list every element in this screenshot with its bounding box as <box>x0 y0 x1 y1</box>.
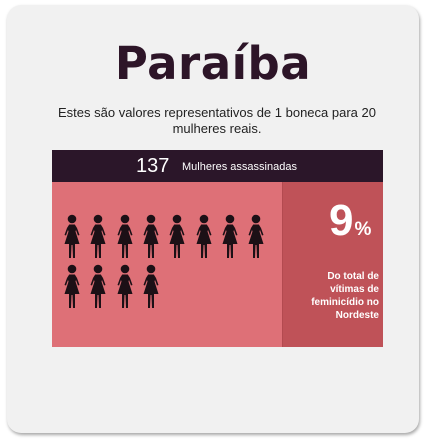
subtitle-text: Estes são valores representativos de 1 b… <box>58 105 376 136</box>
woman-figure-icon <box>141 214 161 260</box>
dolls-area <box>52 182 282 347</box>
woman-figure-icon <box>62 214 82 260</box>
woman-figure-icon <box>141 264 161 310</box>
percentage-box: 9% Do total de vítimas de feminicídio no… <box>282 182 383 347</box>
woman-figure-icon <box>62 264 82 310</box>
woman-figure-icon <box>115 264 135 310</box>
page-title: Paraíba <box>114 37 312 90</box>
woman-figure-icon <box>115 214 135 260</box>
woman-figure-icon <box>88 214 108 260</box>
woman-figure-icon <box>246 214 266 260</box>
stats-panel: 137 Mulheres assassinadas 9% Do total de… <box>52 150 383 347</box>
header-bar: 137 Mulheres assassinadas <box>52 150 383 182</box>
woman-figure-icon <box>167 214 187 260</box>
percentage-symbol: % <box>354 219 372 240</box>
percentage-value: 9% <box>329 196 371 246</box>
woman-figure-icon <box>194 214 214 260</box>
victim-count: 137 <box>136 155 170 177</box>
info-card: Paraíba Estes são valores representativo… <box>7 5 419 433</box>
percentage-description: Do total de vítimas de feminicídio no No… <box>311 271 379 321</box>
victim-label: Mulheres assassinadas <box>182 161 297 173</box>
woman-figure-icon <box>220 214 240 260</box>
woman-figure-icon <box>88 264 108 310</box>
percentage-number: 9 <box>329 196 354 245</box>
